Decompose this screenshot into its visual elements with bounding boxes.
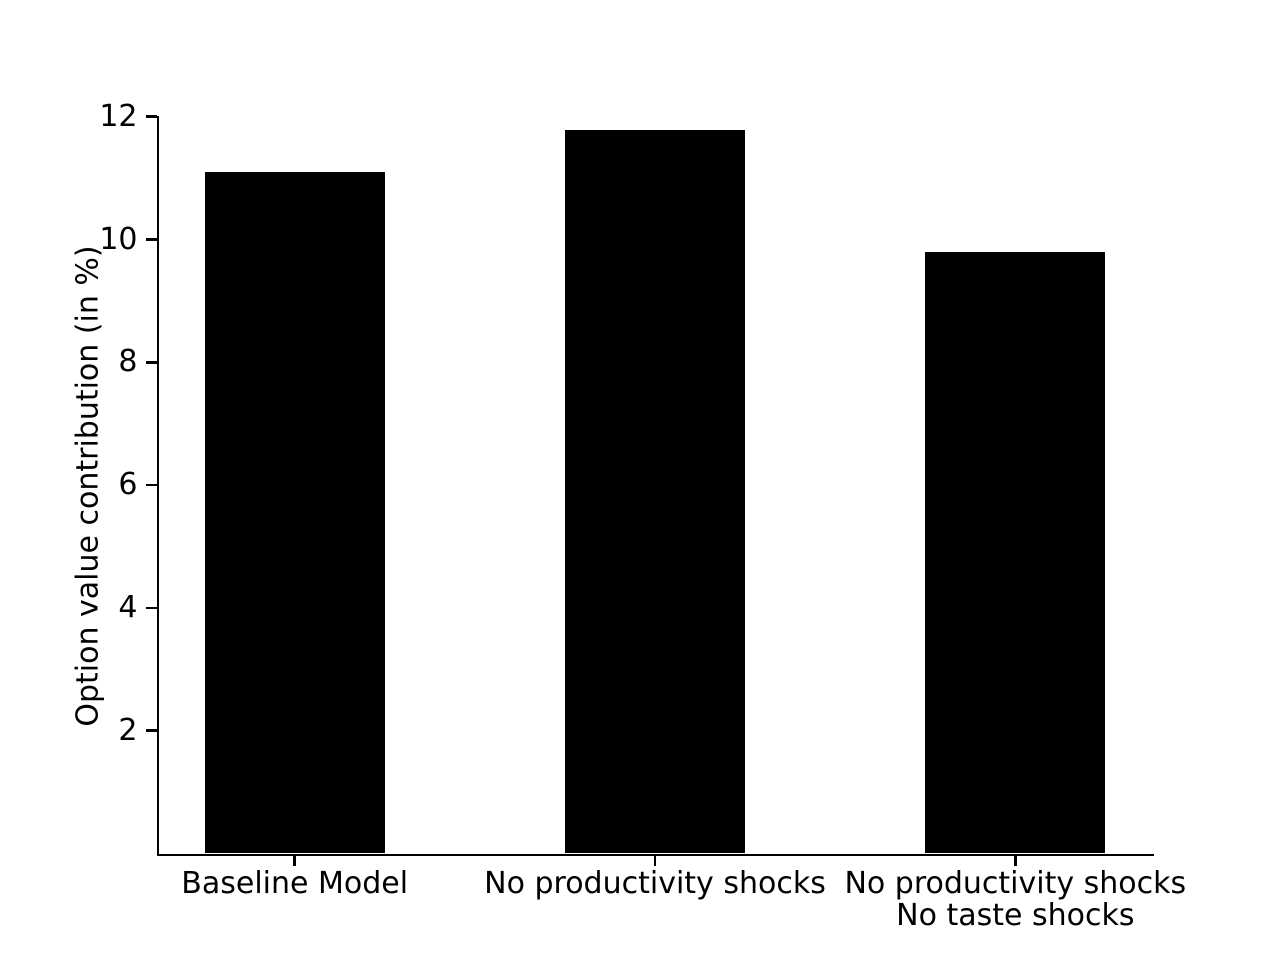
y-tick-mark	[145, 238, 157, 241]
x-category-label-line: No productivity shocks	[484, 865, 826, 901]
y-tick-mark	[145, 483, 157, 487]
x-tick-mark	[1014, 856, 1017, 866]
bar-0	[204, 171, 385, 854]
x-category-label-line: No taste shocks	[896, 897, 1135, 933]
y-tick-label: 8	[118, 344, 138, 380]
bar-2	[925, 251, 1106, 854]
y-tick-label: 10	[99, 221, 138, 257]
x-category-label-line: No productivity shocks	[844, 865, 1187, 901]
x-category-label: Baseline Model	[85, 865, 505, 901]
y-tick-label: 2	[118, 712, 138, 748]
y-tick-label: 12	[99, 98, 138, 134]
y-tick-label: 6	[118, 467, 138, 503]
x-tick-mark	[653, 856, 657, 866]
x-tick-mark	[293, 856, 296, 866]
x-category-label: No productivity shocks	[445, 865, 865, 901]
x-category-label-line: Baseline Model	[181, 865, 409, 901]
y-axis-line	[156, 116, 159, 856]
x-category-label: No productivity shocks No taste shocks	[805, 865, 1225, 933]
y-tick-mark	[145, 115, 157, 118]
y-tick-mark	[145, 729, 157, 732]
y-tick-mark	[145, 606, 157, 610]
x-axis-line	[156, 853, 1154, 856]
y-tick-mark	[145, 361, 157, 364]
bar-1	[565, 130, 745, 854]
y-tick-label: 4	[118, 589, 138, 625]
